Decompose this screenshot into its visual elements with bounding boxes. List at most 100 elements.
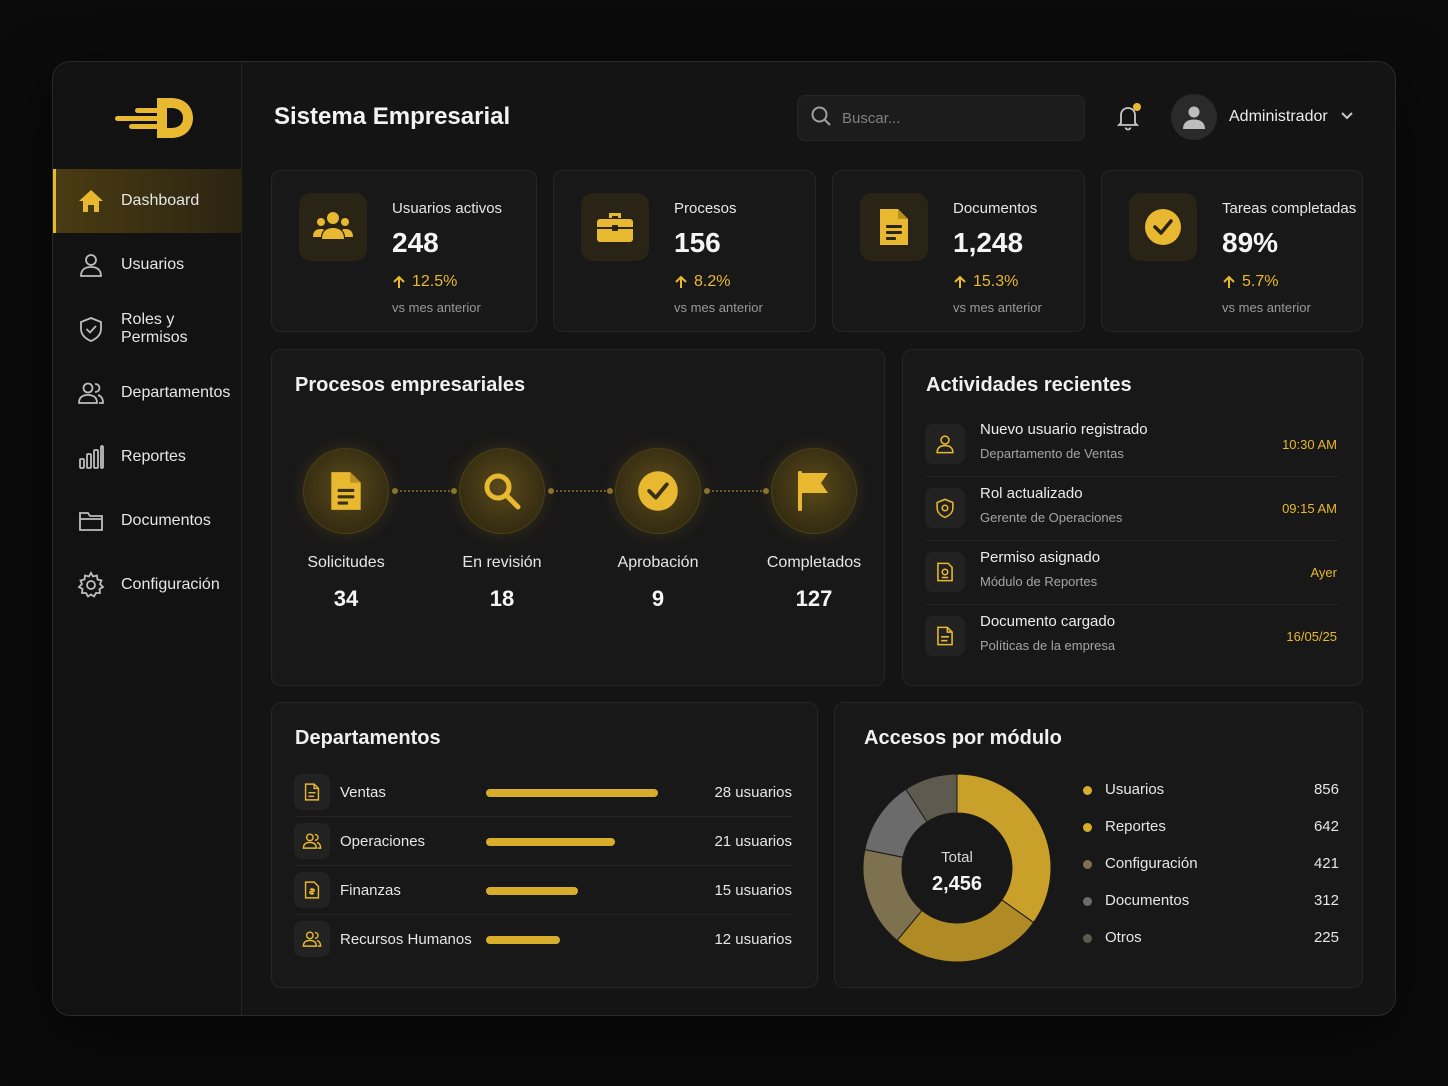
activity-time: 09:15 AM <box>1282 501 1337 516</box>
user-menu[interactable]: Administrador <box>1171 94 1354 140</box>
notifications-button[interactable] <box>1113 102 1143 132</box>
activity-item[interactable]: Nuevo usuario registrado Departamento de… <box>925 413 1339 477</box>
legend-item[interactable]: Configuración 421 <box>1083 853 1339 877</box>
donut-total-label: Total <box>941 849 973 866</box>
process-step-completados[interactable]: Completados 127 <box>744 448 884 612</box>
legend-item[interactable]: Documentos 312 <box>1083 890 1339 914</box>
sidebar-item-reportes[interactable]: Reportes <box>53 425 242 489</box>
department-name: Finanzas <box>340 882 401 899</box>
activity-item[interactable]: Permiso asignado Módulo de Reportes Ayer <box>925 541 1339 605</box>
donut-slice-usuarios[interactable] <box>956 773 1052 924</box>
legend-item[interactable]: Otros 225 <box>1083 927 1339 951</box>
process-connector-dot <box>451 488 457 494</box>
team-icon <box>299 193 367 261</box>
department-name: Operaciones <box>340 833 426 850</box>
check-circle-icon <box>638 471 678 511</box>
stat-note: vs mes anterior <box>674 300 763 315</box>
activity-item[interactable]: Documento cargado Políticas de la empres… <box>925 605 1339 669</box>
stat-change: 12.5% <box>392 273 457 291</box>
sidebar-item-documentos[interactable]: Documentos <box>53 489 242 553</box>
departments-card: Departamentos Ventas 28 usuarios Operaci… <box>271 702 818 988</box>
process-connector-dot <box>392 488 398 494</box>
process-step-revision[interactable]: En revisión 18 <box>432 448 572 612</box>
sidebar-item-label: Documentos <box>121 512 211 529</box>
donut-slice-reportes[interactable] <box>896 899 1035 963</box>
department-row[interactable]: Operaciones 21 usuarios <box>294 817 792 866</box>
sidebar-item-roles[interactable]: Roles y Permisos <box>53 297 242 361</box>
search-input[interactable] <box>842 109 1062 127</box>
brand-logo[interactable] <box>113 94 197 142</box>
legend-dot <box>1083 934 1092 943</box>
notification-badge <box>1133 103 1141 111</box>
stat-card-procesos[interactable]: Procesos 156 8.2% vs mes anterior <box>553 170 816 332</box>
activities-card: Actividades recientes Nuevo usuario regi… <box>902 349 1363 686</box>
process-connector <box>392 490 454 492</box>
process-connector <box>548 490 610 492</box>
activity-item[interactable]: Rol actualizado Gerente de Operaciones 0… <box>925 477 1339 541</box>
stat-change-value: 8.2% <box>694 273 731 290</box>
stat-card-usuarios[interactable]: Usuarios activos 248 12.5% vs mes anteri… <box>271 170 537 332</box>
process-step-count: 34 <box>333 586 359 611</box>
bar-chart-icon <box>77 443 105 471</box>
sidebar-item-label: Dashboard <box>121 192 200 209</box>
stat-note: vs mes anterior <box>1222 300 1311 315</box>
process-connector-dot <box>704 488 710 494</box>
sidebar-item-usuarios[interactable]: Usuarios <box>53 233 242 297</box>
process-step-label: Aprobación <box>617 554 699 571</box>
page-title: Sistema Empresarial <box>274 103 511 130</box>
sidebar-item-configuracion[interactable]: Configuración <box>53 553 242 617</box>
legend-value: 312 <box>1313 892 1339 909</box>
search-icon <box>810 105 832 132</box>
stat-value: 89% <box>1222 227 1279 258</box>
document-icon <box>294 774 330 810</box>
stat-note: vs mes anterior <box>392 300 481 315</box>
users-icon <box>77 379 105 407</box>
donut-total-value: 2,456 <box>932 873 982 895</box>
sidebar-item-departamentos[interactable]: Departamentos <box>53 361 242 425</box>
stat-value: 248 <box>392 227 439 258</box>
main-content: Sistema Empresarial Administrador <box>243 62 1395 1015</box>
activity-subtitle: Gerente de Operaciones <box>980 510 1123 525</box>
stat-card-tareas[interactable]: Tareas completadas 89% 5.7% vs mes anter… <box>1101 170 1363 332</box>
process-connector <box>704 490 766 492</box>
home-icon <box>77 187 105 215</box>
process-step-count: 18 <box>489 586 515 611</box>
stat-card-documentos[interactable]: Documentos 1,248 15.3% vs mes anterior <box>832 170 1085 332</box>
stat-label: Usuarios activos <box>392 200 503 217</box>
department-bar <box>486 936 560 944</box>
department-count: 15 usuarios <box>714 882 792 899</box>
activity-subtitle: Módulo de Reportes <box>980 574 1098 589</box>
process-step-solicitudes[interactable]: Solicitudes 34 <box>276 448 416 612</box>
legend-item[interactable]: Usuarios 856 <box>1083 779 1339 803</box>
document-icon <box>860 193 928 261</box>
shield-gear-icon <box>925 488 965 528</box>
sidebar: Dashboard Usuarios Roles y Permisos Depa… <box>53 62 242 1015</box>
modules-card: Accesos por módulo Total 2,456 Usuarios … <box>834 702 1363 988</box>
department-name: Ventas <box>340 784 386 801</box>
sidebar-item-label: Reportes <box>121 448 186 465</box>
activity-title: Nuevo usuario registrado <box>980 421 1148 438</box>
process-step-circle <box>459 448 545 534</box>
department-row[interactable]: Finanzas 15 usuarios <box>294 866 792 915</box>
activities-title: Actividades recientes <box>926 374 1132 396</box>
legend-value: 856 <box>1313 781 1339 798</box>
legend-item[interactable]: Reportes 642 <box>1083 816 1339 840</box>
sidebar-item-dashboard[interactable]: Dashboard <box>53 169 242 233</box>
legend-name: Documentos <box>1105 892 1190 909</box>
search-bar[interactable] <box>797 95 1085 141</box>
stat-change-value: 15.3% <box>973 273 1019 290</box>
process-step-count: 9 <box>651 586 665 611</box>
stat-change: 5.7% <box>1222 273 1278 291</box>
process-step-aprobacion[interactable]: Aprobación 9 <box>588 448 728 612</box>
activity-subtitle: Políticas de la empresa <box>980 638 1116 653</box>
sidebar-item-label: Roles y Permisos <box>121 311 188 346</box>
stat-change: 15.3% <box>953 273 1018 291</box>
app-window: Dashboard Usuarios Roles y Permisos Depa… <box>52 61 1396 1016</box>
donut-slice-otros[interactable] <box>905 773 958 823</box>
department-row[interactable]: Ventas 28 usuarios <box>294 768 792 817</box>
folder-icon <box>77 507 105 535</box>
department-bar <box>486 789 658 797</box>
department-row[interactable]: Recursos Humanos 12 usuarios <box>294 915 792 964</box>
stat-note: vs mes anterior <box>953 300 1042 315</box>
avatar <box>1171 94 1217 140</box>
